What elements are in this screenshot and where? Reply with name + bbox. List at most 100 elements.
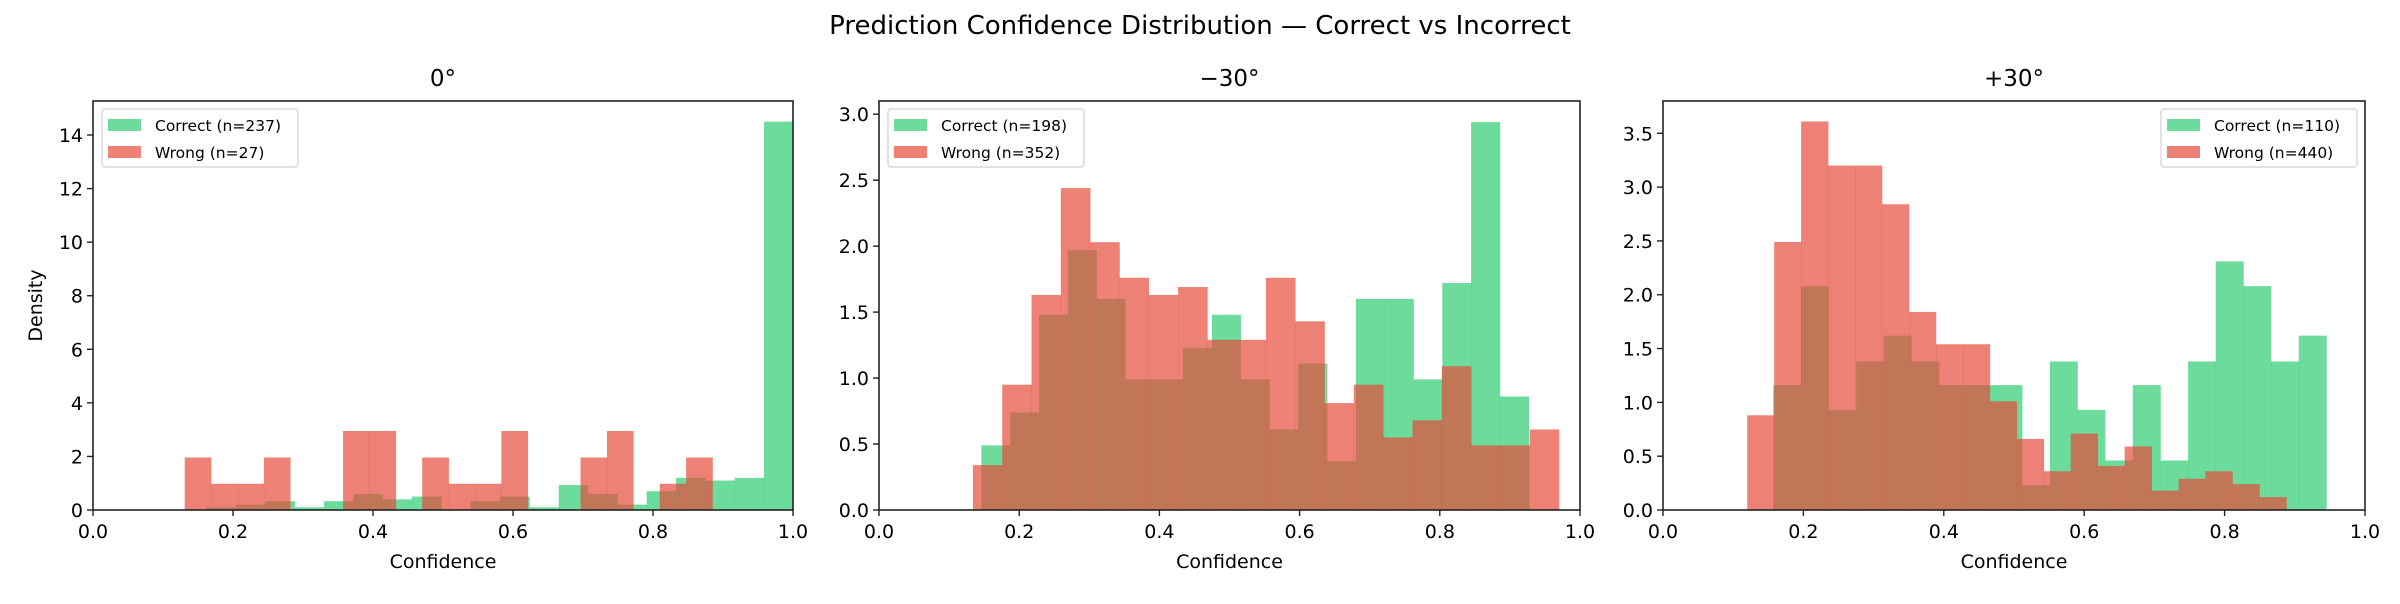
histogram-bar-wrong: [1441, 366, 1472, 510]
legend-swatch-wrong: [108, 146, 141, 158]
histogram-bar-wrong: [2259, 497, 2287, 510]
x-axis-label: Confidence: [1961, 551, 2068, 573]
histogram-bar-correct: [2298, 335, 2327, 510]
y-tick-label: 12: [59, 179, 83, 201]
subplot-title: 0°: [430, 66, 456, 92]
histogram-bar-wrong: [1962, 344, 1991, 510]
histogram-bar-wrong: [1031, 294, 1062, 510]
histogram-bar-wrong: [1265, 277, 1296, 510]
histogram-bar-wrong: [1935, 344, 1964, 510]
histogram-bar-wrong: [1060, 188, 1091, 510]
legend-label-wrong: Wrong (n=27): [155, 144, 264, 162]
x-tick-label: 0.4: [1929, 521, 1959, 543]
histogram-bar-wrong: [1412, 420, 1443, 510]
y-tick-label: 3.5: [1623, 123, 1653, 145]
histogram-bar-wrong: [501, 430, 529, 510]
histogram-bar-wrong: [1908, 311, 1937, 510]
legend-box: [101, 108, 299, 168]
x-tick-label: 0.4: [1144, 521, 1174, 543]
histogram-bar-wrong: [474, 483, 502, 510]
y-tick-label: 1.5: [839, 302, 869, 324]
x-tick-label: 1.0: [2350, 521, 2380, 543]
y-tick-label: 4: [71, 393, 83, 415]
histogram-bar-wrong: [2178, 478, 2206, 510]
legend: Correct (n=110) Wrong (n=440): [2160, 108, 2358, 168]
histogram-bar-wrong: [659, 483, 687, 510]
axes-frame: [1662, 100, 2366, 511]
legend-label-correct: Correct (n=198): [941, 117, 1067, 135]
histogram-bar-wrong: [1353, 384, 1384, 510]
y-tick-label: 0: [71, 500, 83, 522]
y-tick-label: 0.0: [1623, 500, 1653, 522]
subplot-1: 0.0 0.2 0.4 0.6 0.8 1.0 0.0 0.5 1.0 1.5 2.0 2.5 3.0 −…: [839, 66, 1595, 573]
legend-swatch-correct: [2167, 119, 2200, 131]
y-tick-label: 0.5: [1623, 446, 1653, 468]
histogram-bar-wrong: [1855, 165, 1883, 510]
histogram-bar-wrong: [1471, 445, 1501, 510]
y-tick-label: 2.0: [839, 236, 869, 258]
y-tick-label: 0.0: [839, 500, 869, 522]
legend-swatch-correct: [108, 119, 141, 131]
y-tick-label: 2.5: [839, 170, 869, 192]
x-axis-label: Confidence: [390, 551, 497, 573]
histogram-bar-correct: [2271, 361, 2300, 510]
y-tick-label: 1.0: [839, 368, 869, 390]
axes-frame: [878, 100, 1581, 511]
histogram-bar-correct: [324, 501, 354, 510]
legend-swatch-wrong: [894, 146, 927, 158]
figure-title: Prediction Confidence Distribution — Cor…: [829, 11, 1571, 41]
histogram-bar-wrong: [1828, 165, 1856, 510]
x-tick-label: 1.0: [1565, 521, 1595, 543]
histogram-bar-wrong: [1178, 287, 1208, 510]
histogram-bar-correct: [734, 477, 765, 510]
histogram-bar-wrong: [1989, 401, 2018, 510]
histogram-bar-wrong: [580, 457, 608, 510]
histogram-bar-wrong: [2097, 465, 2125, 510]
histogram-bar-wrong: [448, 483, 476, 510]
histogram-bar-correct: [764, 121, 794, 511]
histogram-bar-wrong: [1236, 339, 1267, 510]
histogram-bar-wrong: [211, 483, 238, 510]
histogram-bar-wrong: [2232, 484, 2260, 510]
y-tick-label: 8: [71, 286, 83, 308]
x-tick-label: 0.6: [1284, 521, 1314, 543]
legend-swatch-correct: [894, 119, 927, 131]
x-tick-label: 0.2: [1004, 521, 1034, 543]
histogram-bar-wrong: [1119, 277, 1150, 510]
y-tick-label: 3.0: [839, 104, 869, 126]
subplot-title: −30°: [1199, 66, 1259, 92]
histogram-bar-wrong: [2151, 490, 2179, 510]
histogram-bar-wrong: [606, 430, 634, 510]
histogram-bar-wrong: [1747, 415, 1775, 510]
histogram-bar-wrong: [237, 483, 265, 510]
y-tick-label: 2.5: [1623, 231, 1653, 253]
histogram-bar-correct: [529, 507, 560, 510]
x-tick-label: 0.6: [498, 521, 528, 543]
legend-box: [887, 108, 1085, 168]
legend-swatch-wrong: [2167, 146, 2200, 158]
histogram-bar-wrong: [1207, 339, 1237, 510]
subplot-2: 0.0 0.2 0.4 0.6 0.8 1.0 0.0 0.5 1.0 1.5 2.0 2.5 3.0 3…: [1623, 66, 2380, 573]
histogram-bar-wrong: [343, 430, 370, 510]
histogram-bar-wrong: [1500, 445, 1530, 510]
histogram-bar-wrong: [2205, 471, 2233, 510]
histogram-bar-wrong: [1148, 294, 1179, 510]
axes-frame: [92, 100, 794, 511]
y-tick-label: 1.0: [1623, 392, 1653, 414]
y-tick-label: 14: [59, 125, 83, 147]
subplot-title: +30°: [1984, 66, 2044, 92]
histogram-bar-wrong: [1774, 241, 1802, 510]
histogram-bar-wrong: [2043, 471, 2072, 510]
x-tick-label: 0.0: [78, 521, 108, 543]
histogram-bar-correct: [2215, 261, 2244, 510]
x-tick-label: 0.2: [1788, 521, 1818, 543]
histogram-bar-correct: [2243, 286, 2272, 510]
x-tick-label: 0.8: [638, 521, 668, 543]
legend: Correct (n=237) Wrong (n=27): [101, 108, 299, 168]
histogram-bar-wrong: [2070, 433, 2098, 510]
histogram-bar-wrong: [1383, 437, 1413, 510]
legend-box: [2160, 108, 2358, 168]
legend-label-wrong: Wrong (n=440): [2214, 144, 2333, 162]
legend-label-wrong: Wrong (n=352): [941, 144, 1060, 162]
